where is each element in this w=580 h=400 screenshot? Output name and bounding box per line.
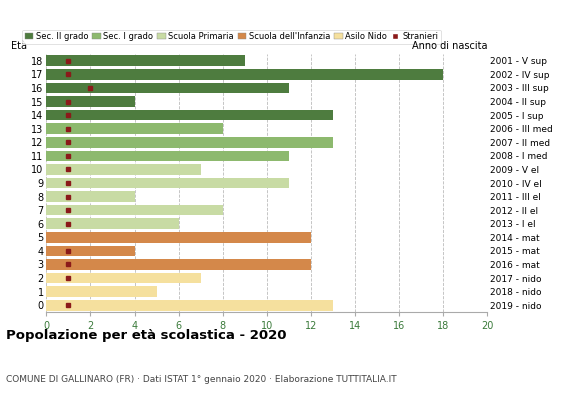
Text: COMUNE DI GALLINARO (FR) · Dati ISTAT 1° gennaio 2020 · Elaborazione TUTTITALIA.: COMUNE DI GALLINARO (FR) · Dati ISTAT 1°… bbox=[6, 375, 396, 384]
Bar bbox=[46, 96, 135, 107]
Bar bbox=[46, 150, 289, 161]
Bar bbox=[46, 56, 245, 66]
Bar bbox=[46, 110, 333, 120]
Bar bbox=[46, 273, 201, 283]
Bar bbox=[46, 218, 179, 229]
Text: Popolazione per età scolastica - 2020: Popolazione per età scolastica - 2020 bbox=[6, 329, 287, 342]
Text: Età: Età bbox=[11, 42, 27, 52]
Bar bbox=[46, 191, 135, 202]
Legend: Sec. II grado, Sec. I grado, Scuola Primaria, Scuola dell'Infanzia, Asilo Nido, : Sec. II grado, Sec. I grado, Scuola Prim… bbox=[23, 30, 441, 44]
Bar bbox=[46, 83, 289, 93]
Bar bbox=[46, 259, 311, 270]
Bar bbox=[46, 137, 333, 148]
Bar bbox=[46, 300, 333, 310]
Bar bbox=[46, 205, 223, 216]
Text: Anno di nascita: Anno di nascita bbox=[412, 42, 487, 52]
Bar bbox=[46, 286, 157, 297]
Bar bbox=[46, 232, 311, 243]
Bar bbox=[46, 178, 289, 188]
Bar bbox=[46, 246, 135, 256]
Bar bbox=[46, 123, 223, 134]
Bar bbox=[46, 69, 443, 80]
Bar bbox=[46, 164, 201, 175]
